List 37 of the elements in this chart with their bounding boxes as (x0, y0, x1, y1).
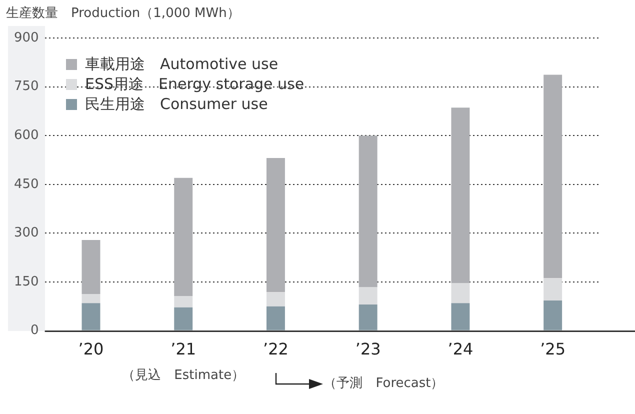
x-tick-label: ’21 (170, 340, 196, 359)
x-tick-label: ’20 (78, 340, 104, 359)
y-axis-title: 生産数量 Production（1,000 MWh） (6, 5, 240, 22)
bar (358, 287, 378, 304)
text: （見込 Estimate） (122, 368, 245, 384)
legend-label: ESS用途 Energy storage use (85, 74, 304, 94)
bar (544, 300, 562, 330)
bar (174, 178, 193, 296)
y-tick-label: 150 (14, 274, 39, 290)
bar (451, 283, 470, 304)
y-tick-label: 900 (14, 30, 39, 46)
bar (358, 136, 378, 288)
bar (451, 303, 470, 330)
bar (266, 306, 285, 330)
bar (544, 74, 562, 278)
y-tick-label: 0 (30, 323, 39, 338)
x-tick-label: ’22 (263, 340, 288, 359)
y-tick-label: 750 (14, 79, 39, 94)
x-tick-label: ’23 (355, 340, 381, 359)
bar (82, 240, 100, 294)
bar (451, 108, 470, 284)
bar (544, 278, 562, 301)
legend-label: 民生用途 Consumer use (85, 94, 268, 114)
y-tick-label: 300 (14, 226, 39, 241)
y-tick-label: 600 (14, 128, 39, 143)
x-tick-label: ’25 (540, 340, 566, 359)
text: （予測 Forecast） (324, 376, 444, 392)
bar (266, 158, 285, 292)
bar (174, 296, 193, 308)
y-tick-label: 450 (14, 176, 39, 192)
legend-label: 車載用途 Automotive use (85, 54, 278, 74)
x-tick-label: ’24 (448, 340, 474, 359)
bar (266, 292, 285, 306)
bar (174, 307, 193, 330)
bar (358, 304, 378, 330)
bar (82, 294, 100, 304)
bar (82, 303, 100, 330)
